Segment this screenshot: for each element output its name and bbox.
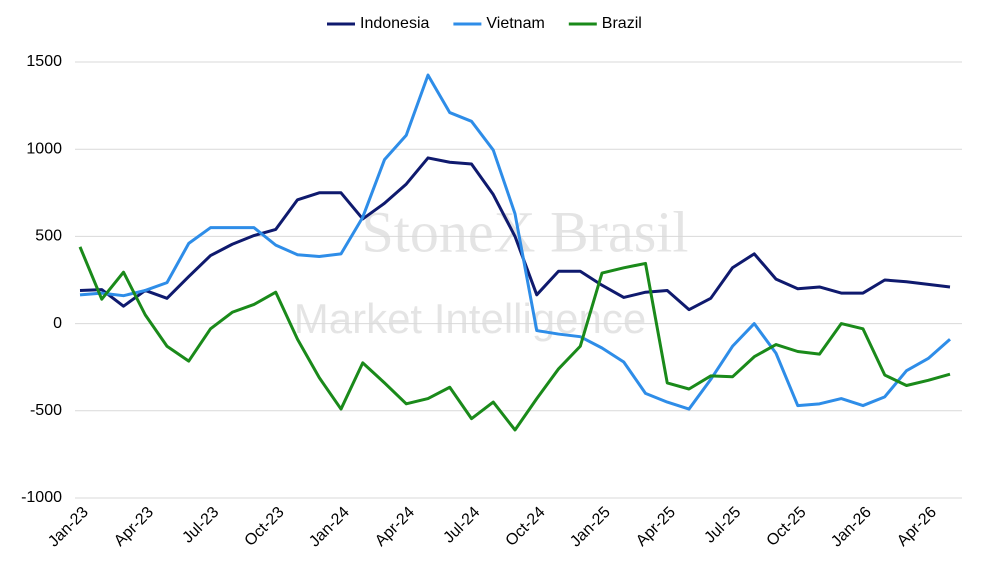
x-tick-label: Apr-26: [894, 504, 940, 550]
y-tick-label: 0: [53, 315, 62, 332]
watermark-title: StoneX Brasil: [361, 199, 688, 264]
y-tick-label: -1000: [21, 489, 62, 506]
x-tick-label: Jan-25: [567, 504, 614, 551]
x-tick-label: Jul-23: [179, 504, 222, 547]
x-tick-label: Apr-24: [372, 504, 418, 550]
line-0: [79, 156, 951, 312]
line-1: [79, 73, 951, 411]
y-tick-label: 500: [35, 228, 62, 245]
x-tick-label: Oct-24: [503, 504, 549, 550]
x-tick-label: Jul-25: [701, 504, 744, 547]
x-tick-label: Jan-26: [828, 504, 875, 551]
x-tick-label: Apr-25: [633, 504, 679, 550]
watermark: StoneX Brasil Market Intelligence: [294, 199, 689, 342]
legend-label: Indonesia: [360, 15, 429, 32]
line-2: [78, 246, 951, 432]
x-tick-label: Jul-24: [440, 504, 483, 547]
y-tick-label: 1000: [26, 140, 62, 157]
y-tick-label: 1500: [26, 53, 62, 70]
x-tick-label: Jan-24: [306, 504, 353, 551]
legend-label: Vietnam: [486, 15, 544, 32]
x-tick-label: Jan-23: [45, 504, 92, 551]
x-tick-label: Oct-25: [764, 504, 810, 550]
y-tick-label: -500: [30, 402, 62, 419]
x-tick-label: Oct-23: [242, 504, 288, 550]
legend-label: Brazil: [602, 15, 642, 32]
x-tick-label: Apr-23: [111, 504, 157, 550]
